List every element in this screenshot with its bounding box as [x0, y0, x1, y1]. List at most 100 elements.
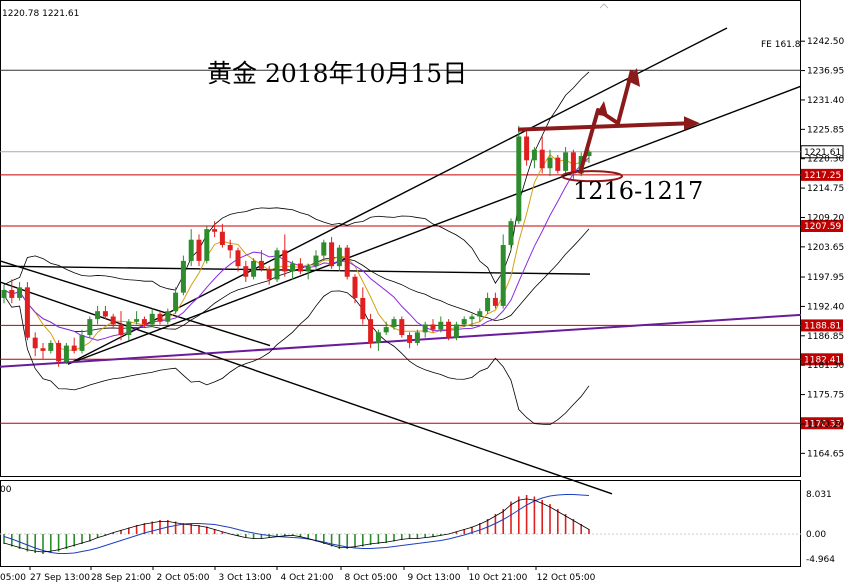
arrow-sideways — [517, 121, 691, 132]
candle-body — [173, 292, 179, 312]
candle-body — [352, 276, 358, 298]
price-tag-label: 1170.33 — [804, 419, 841, 429]
candle-body — [1, 290, 7, 298]
price-tag — [801, 417, 843, 430]
candle-body — [274, 250, 280, 280]
y-tick-label: 1175.75 — [807, 391, 844, 401]
y-tick-label: 1170.20 — [807, 420, 844, 430]
candle-body — [492, 297, 498, 306]
y-tick-label: 1164.65 — [807, 449, 844, 459]
x-tick-label: 9 Oct 13:00 — [408, 573, 461, 583]
price-tag — [801, 319, 843, 332]
fe-label: FE 161.8 — [761, 40, 801, 50]
candle-body — [524, 136, 530, 161]
x-tick-label: 4 Oct 21:00 — [281, 573, 334, 583]
candle-body — [453, 324, 459, 338]
candle-body — [344, 247, 350, 277]
down-channel-upper-line — [0, 260, 271, 347]
support-zone-ellipse — [561, 170, 623, 183]
candle-body — [227, 245, 233, 251]
candle-body — [290, 263, 296, 272]
candle-body — [282, 250, 288, 272]
macd-tick-label: -4.964 — [806, 555, 835, 565]
price-tag — [801, 219, 843, 232]
y-tick-label: 1181.30 — [807, 361, 844, 371]
candle-body — [430, 324, 436, 330]
down-channel-lower-line — [0, 281, 613, 495]
y-tick-label: 1236.95 — [807, 67, 844, 77]
candle-body — [570, 152, 576, 174]
chart-title: 黄金 2018年10月15日 — [207, 59, 467, 88]
price-tag — [801, 353, 843, 366]
candle-body — [17, 287, 23, 298]
y-tick-label: 1214.75 — [807, 184, 844, 194]
candle-body — [477, 311, 483, 317]
main-plot-frame — [0, 0, 801, 477]
candle-body — [422, 324, 428, 333]
x-tick-label-partial: 05:00 — [0, 573, 26, 583]
bollinger-lower — [3, 290, 590, 426]
candle-body — [258, 260, 264, 269]
candle-body — [563, 152, 569, 171]
candle-body — [196, 239, 202, 261]
candle-body — [180, 260, 186, 293]
candle-body — [414, 332, 420, 343]
candle-body — [165, 311, 171, 322]
candle-body — [539, 149, 545, 169]
y-tick-label: 1225.85 — [807, 125, 844, 135]
x-tick-label: 10 Oct 21:00 — [469, 573, 528, 583]
candle-body — [360, 297, 366, 320]
candle-body — [219, 231, 225, 245]
y-tick-label: 1203.65 — [807, 243, 844, 253]
candle-body — [336, 247, 342, 267]
arrowhead-up-small — [596, 101, 608, 117]
y-tick-label: 1192.40 — [807, 302, 844, 312]
candle-body — [329, 242, 335, 267]
candle-body — [368, 319, 374, 343]
candle-body — [469, 316, 475, 320]
candle-body — [375, 332, 381, 343]
candle-body — [313, 255, 319, 267]
candle-body — [102, 311, 108, 317]
candle-body — [110, 316, 116, 325]
purple-trend-line — [0, 313, 802, 368]
candle-body — [87, 319, 93, 335]
x-tick-label: 28 Sep 21:00 — [91, 573, 151, 583]
current-price-tag — [800, 145, 844, 159]
candle-body — [516, 136, 522, 222]
candle-body — [204, 229, 210, 261]
candle-body — [149, 313, 155, 325]
x-tick-label: 12 Oct 05:00 — [537, 573, 596, 583]
y-tick-label: 1197.95 — [807, 273, 844, 283]
arrowhead-up-large — [626, 68, 640, 87]
candle-body — [188, 239, 194, 261]
candle-body — [485, 297, 491, 312]
macd-tick-label: 8.031 — [806, 490, 832, 500]
candle-body — [531, 149, 537, 161]
candle-body — [71, 345, 77, 351]
candle-body — [48, 342, 54, 351]
candle-body — [500, 245, 506, 306]
candle-body — [266, 268, 272, 280]
candle-body — [383, 327, 389, 333]
candle-body — [126, 321, 132, 335]
scroll-up-icon[interactable] — [599, 3, 609, 9]
candle-body — [157, 313, 163, 322]
candle-body — [95, 311, 101, 320]
price-tag-label: 1182.41 — [804, 355, 841, 365]
candle-body — [407, 335, 413, 343]
bollinger-upper — [3, 71, 590, 291]
price-tag-label: 1217.25 — [804, 171, 841, 181]
candle-body — [235, 250, 241, 267]
candle-body — [134, 319, 140, 322]
candle-body — [251, 260, 257, 277]
y-tick-label: 1186.85 — [807, 332, 844, 342]
candle-body — [461, 319, 467, 325]
candle-body — [243, 266, 249, 277]
header-values: 1220.78 1221.61 — [2, 9, 79, 19]
macd-partial-label: 00 — [0, 485, 12, 495]
candle-body — [141, 319, 147, 325]
candle-body — [555, 157, 561, 171]
candle-body — [63, 345, 69, 362]
